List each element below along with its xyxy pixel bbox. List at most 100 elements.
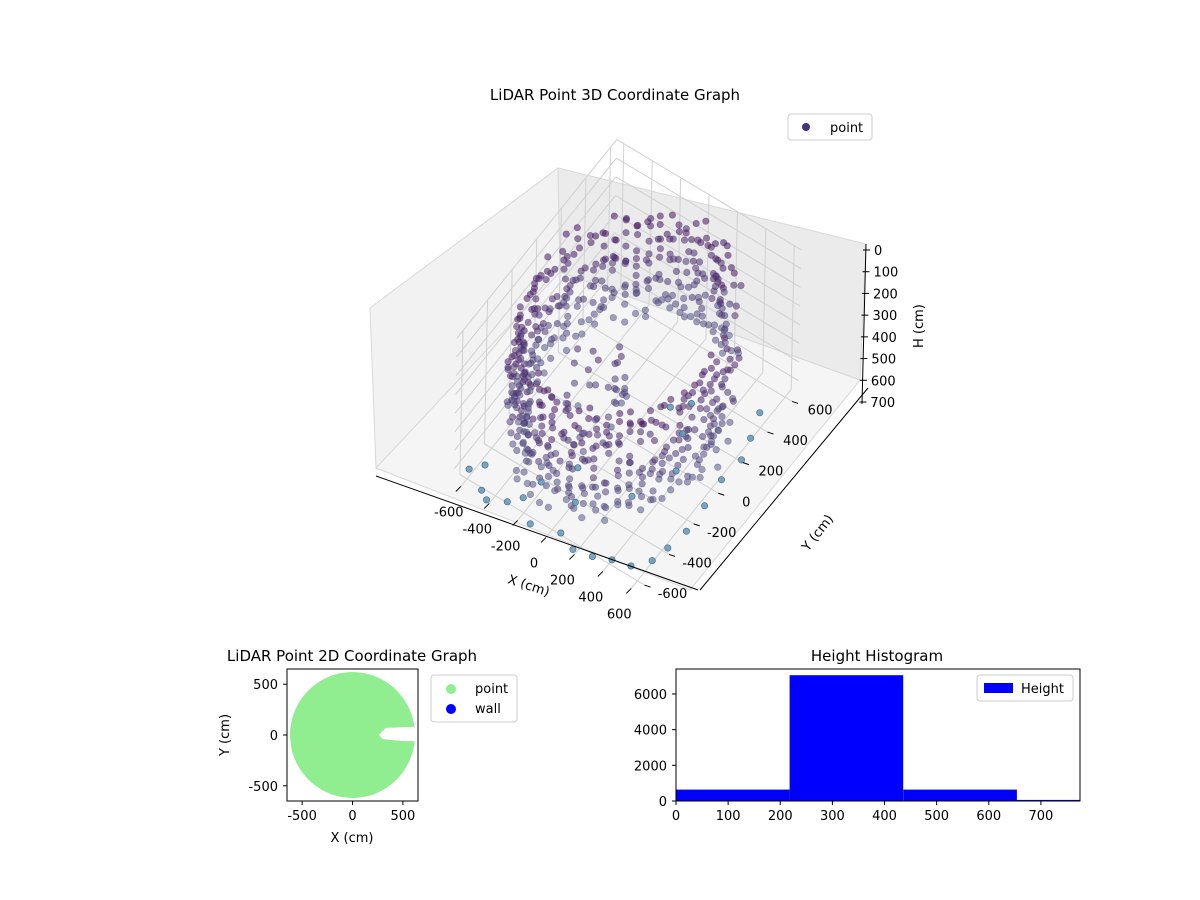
point-3d (573, 345, 582, 353)
grid-line-side-y (607, 147, 612, 291)
point-3d (646, 430, 654, 438)
point-3d (632, 247, 641, 255)
point-3d (622, 242, 630, 250)
x-tick-label-histogram: 500 (924, 809, 949, 824)
point-3d (680, 294, 688, 303)
point-3d (698, 433, 707, 441)
point-3d (658, 459, 666, 468)
point-3d (614, 472, 622, 480)
point-3d (520, 339, 528, 348)
point-3d (590, 455, 598, 463)
point-3d (669, 235, 677, 243)
point-3d (592, 506, 600, 514)
point-3d (605, 449, 613, 457)
histogram-bar (1016, 799, 1080, 801)
point-3d (601, 516, 609, 525)
point-3d (504, 401, 512, 409)
point-3d (550, 405, 559, 414)
point-3d (560, 265, 568, 273)
point-3d (676, 408, 684, 416)
point-3d (693, 318, 701, 326)
point-3d (570, 379, 579, 387)
point-3d (513, 446, 521, 455)
grid-line-back-x (705, 194, 710, 339)
point-3d (609, 314, 617, 322)
point-3d (562, 230, 570, 238)
point-3d (699, 386, 707, 394)
point-3d (538, 429, 546, 438)
point-3d (562, 294, 571, 302)
point-3d (615, 457, 623, 465)
point-3d (615, 418, 624, 426)
point-3d (566, 282, 574, 290)
histogram-bar (903, 789, 1017, 801)
point-3d (626, 408, 635, 416)
point-3d (687, 235, 696, 244)
grid-line-side-z (456, 139, 618, 339)
point-3d (621, 283, 629, 291)
point-3d (655, 253, 664, 261)
point-3d (708, 294, 716, 303)
point-3d (554, 485, 562, 493)
point-3d (580, 490, 589, 498)
point-3d (718, 304, 726, 313)
point-3d (511, 347, 520, 355)
point-3d (725, 331, 733, 340)
x-tick-label-3d: 400 (578, 590, 603, 605)
point-3d (718, 420, 726, 428)
point-3d (734, 349, 743, 357)
point-3d-scattered (569, 545, 577, 553)
point-3d (684, 283, 693, 291)
x-axis-line (375, 475, 699, 591)
legend-histogram-swatch (984, 683, 1013, 693)
point-3d (649, 487, 657, 495)
point-3d (731, 312, 739, 320)
point-3d (528, 370, 536, 379)
point-3d (701, 291, 709, 299)
point-3d (706, 380, 714, 389)
point-3d (637, 506, 645, 514)
point-3d (591, 483, 600, 491)
y-tick-label-2d: -500 (248, 780, 278, 795)
point-3d-scattered (537, 478, 545, 486)
point-3d (690, 249, 698, 257)
point-3d (546, 340, 555, 348)
point-3d (599, 303, 608, 312)
x-tick-3d (512, 520, 519, 526)
point-3d (548, 412, 556, 420)
point-3d (517, 354, 525, 363)
point-3d (656, 275, 664, 284)
y-tick-label-3d: -400 (682, 556, 712, 571)
point-3d (700, 416, 708, 424)
point-3d (591, 232, 600, 240)
point-3d (570, 359, 578, 367)
point-3d (579, 500, 587, 508)
point-3d (537, 359, 545, 367)
y-tick-3d (668, 553, 676, 557)
x-tick-3d (569, 554, 575, 560)
point-3d-scattered (717, 476, 725, 484)
point-3d (563, 320, 571, 328)
point-3d (605, 432, 614, 440)
point-3d (677, 283, 685, 291)
point-3d (732, 302, 740, 310)
point-3d (713, 407, 721, 415)
point-3d-scattered (482, 496, 490, 504)
point-3d (564, 436, 572, 444)
point-3d (565, 484, 573, 492)
point-3d-scattered (503, 498, 511, 506)
point-3d (621, 300, 629, 308)
y-tick-3d (644, 584, 651, 588)
point-3d (691, 426, 699, 434)
point-3d (590, 320, 599, 328)
point-3d (720, 288, 728, 296)
point-3d (672, 450, 680, 458)
point-3d (585, 415, 593, 423)
point-3d (565, 475, 574, 483)
point-3d (543, 459, 551, 467)
grid-line-side-z (455, 195, 616, 395)
point-3d (607, 423, 615, 431)
point-3d (513, 404, 521, 412)
legend-2d-marker-point (446, 684, 456, 694)
point-3d (646, 222, 655, 230)
